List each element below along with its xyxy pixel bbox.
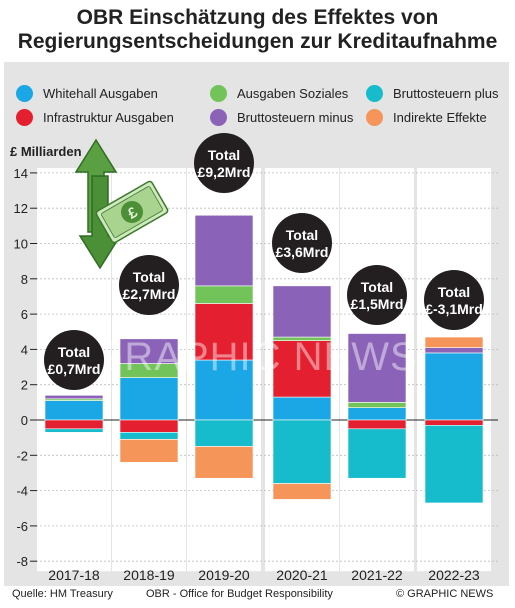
total-value: £0,7Mrd (48, 361, 101, 377)
legend-swatch (366, 109, 383, 126)
y-tick-label: 6 (21, 307, 28, 322)
bar-segment (44, 394, 104, 400)
bar-segment (424, 336, 484, 348)
bar-segment (272, 285, 332, 338)
x-tick-label: 2017-18 (48, 567, 100, 583)
total-bubble (347, 265, 407, 325)
bar-segment (347, 428, 407, 479)
bar-segment (347, 333, 407, 403)
total-label: Total (58, 344, 90, 360)
legend-item-soziales: Ausgaben Soziales (210, 85, 348, 102)
x-tick-label: 2018-19 (123, 567, 175, 583)
total-label: Total (361, 279, 393, 295)
y-tick-label: 10 (14, 237, 28, 252)
bar-segment (272, 340, 332, 398)
bar-segment (424, 347, 484, 354)
y-tick-label: -8 (16, 554, 28, 569)
legend-label: Whitehall Ausgaben (43, 86, 158, 101)
x-tick-label: 2019-20 (198, 567, 250, 583)
bar-segment (424, 419, 484, 426)
bar-segment (194, 285, 254, 304)
total-value: £9,2Mrd (198, 164, 251, 180)
legend-label: Indirekte Effekte (393, 110, 487, 125)
bar-segment (272, 483, 332, 500)
total-label: Total (438, 284, 470, 300)
footer-source: Quelle: HM Treasury (12, 588, 113, 600)
total-bubble (119, 255, 179, 315)
x-tick-label: 2022-23 (428, 567, 480, 583)
legend-swatch (210, 85, 227, 102)
total-bubble (272, 213, 332, 273)
total-value: £2,7Mrd (123, 286, 176, 302)
y-axis-label: £ Milliarden (10, 144, 82, 159)
legend-swatch (210, 109, 227, 126)
bar-segment (347, 407, 407, 421)
bar-segment (119, 419, 179, 433)
legend-label: Ausgaben Soziales (237, 86, 349, 101)
total-label: Total (208, 147, 240, 163)
bar-segment (44, 419, 104, 430)
title-line-2: Regierungsentscheidungen zur Kreditaufna… (17, 30, 498, 53)
bar-segment (119, 432, 179, 440)
legend-item-infrastruktur: Infrastruktur Ausgaben (16, 109, 174, 126)
chart-title: OBR Einschätzung des Effektes von Regier… (0, 6, 515, 54)
y-tick-label: -6 (16, 519, 28, 534)
legend-swatch (16, 85, 33, 102)
bar-segment (194, 419, 254, 447)
bar-segment (44, 400, 104, 421)
title-line-1: OBR Einschätzung des Effektes von (76, 6, 439, 29)
legend-item-whitehall: Whitehall Ausgaben (16, 85, 158, 102)
footer-credit: © GRAPHIC NEWS (396, 588, 494, 600)
bar-segment (194, 446, 254, 479)
bar-segment (272, 419, 332, 484)
bar-segment (347, 402, 407, 408)
y-tick-label: -4 (16, 484, 28, 499)
legend-swatch (16, 109, 33, 126)
legend-label: Infrastruktur Ausgaben (43, 110, 174, 125)
legend-label: Bruttosteuern plus (393, 86, 499, 101)
total-bubble (424, 270, 484, 330)
bar-segment (44, 428, 104, 433)
footer-note: OBR - Office for Budget Responsibility (146, 588, 333, 600)
y-tick-label: -2 (16, 448, 28, 463)
bar-segment (347, 419, 407, 430)
bar-segment (424, 352, 484, 421)
x-tick-label: 2021-22 (351, 567, 403, 583)
y-tick-label: 2 (21, 378, 28, 393)
legend-label: Bruttosteuern minus (237, 110, 354, 125)
total-bubble (194, 133, 254, 193)
money-arrows-illustration: £ (74, 138, 169, 270)
watermark: GRAPHIC NEWS (92, 335, 417, 379)
bar-segment (194, 303, 254, 361)
bar-segment (119, 377, 179, 421)
bar-segment (272, 396, 332, 421)
total-value: £3,6Mrd (276, 244, 329, 260)
bar-segment (424, 424, 484, 504)
y-tick-label: 14 (14, 166, 28, 181)
legend-item-bruttosteuern-plus: Bruttosteuern plus (366, 85, 499, 102)
y-tick-label: 4 (21, 342, 28, 357)
y-tick-label: 12 (14, 201, 28, 216)
bar-segment (194, 214, 254, 287)
y-tick-label: 0 (21, 413, 28, 428)
total-value: £-3,1Mrd (425, 301, 483, 317)
legend-item-indirekte: Indirekte Effekte (366, 109, 487, 126)
bar-segment (194, 359, 254, 421)
total-label: Total (133, 269, 165, 285)
bar-segment (119, 338, 179, 364)
total-label: Total (286, 227, 318, 243)
x-tick-label: 2020-21 (276, 567, 328, 583)
total-bubble (44, 330, 104, 390)
legend-item-bruttosteuern-minus: Bruttosteuern minus (210, 109, 353, 126)
legend-swatch (366, 85, 383, 102)
total-value: £1,5Mrd (351, 296, 404, 312)
bar-segment (119, 439, 179, 463)
y-tick-label: 8 (21, 272, 28, 287)
